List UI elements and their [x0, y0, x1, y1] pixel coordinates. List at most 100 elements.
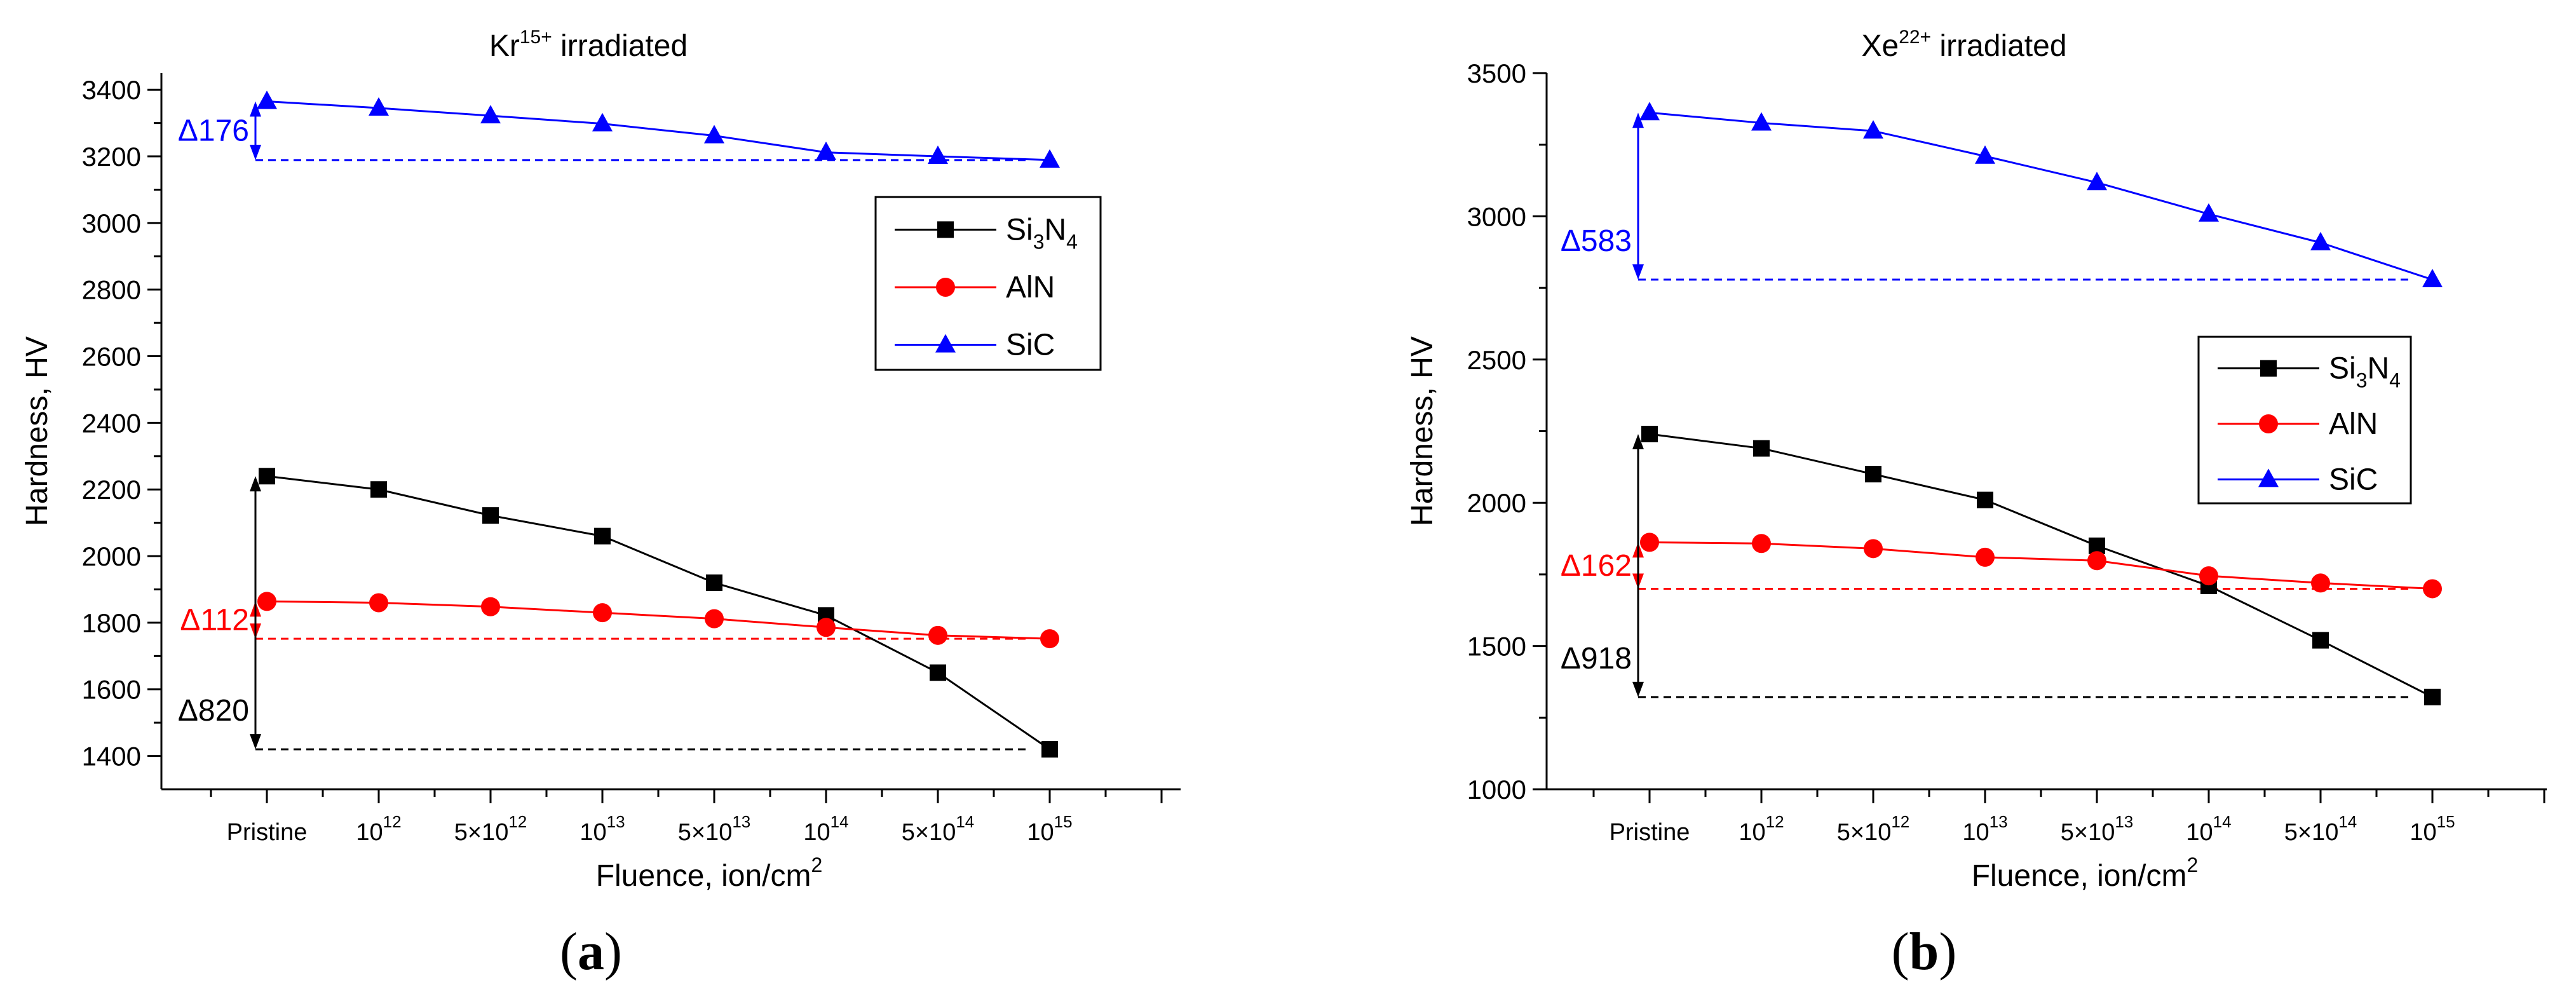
panel-b-data-point-AlN [1864, 539, 1883, 559]
panel-b-x-tick-label: 1013 [1962, 812, 2007, 846]
panel-b-data-point-AlN [2423, 579, 2442, 599]
panel-b-annotation-arrowhead-up-SiC [1632, 112, 1644, 128]
panel-b-legend-label-SiC: SiC [2329, 463, 2378, 496]
panel-b-annotation-label-SiC: Δ583 [1561, 224, 1632, 258]
panel-a-data-point-SiC [480, 105, 501, 124]
panel-a-data-point-Si3N4 [930, 664, 946, 681]
panel-a-annotation-arrowhead-down-Si3N4 [250, 734, 261, 750]
panel-a-y-tick-label: 3200 [82, 142, 141, 172]
panel-b-data-point-SiC [2310, 231, 2331, 250]
panel-a-legend-marker-SiC [935, 334, 956, 353]
panel-b-y-tick-label: 1000 [1467, 775, 1526, 805]
panel-a-annotation-arrowhead-up-SiC [250, 101, 261, 117]
panel-a-data-point-SiC [816, 141, 836, 160]
panel-label-b: (b) [1892, 922, 1957, 981]
panel-b-annotation-label-AlN: Δ162 [1561, 549, 1632, 583]
panel-a-annotation-label-AlN: Δ112 [180, 604, 249, 637]
panel-b-legend-marker-SiC [2258, 468, 2279, 487]
panel-b-annotation-arrowhead-down-SiC [1632, 264, 1644, 280]
panel-b-series-line-SiC [1649, 111, 2433, 281]
panel-b-x-axis-label: Fluence, ion/cm2 [1972, 853, 2199, 893]
panel-label-a: (a) [560, 922, 622, 981]
panel-a-y-tick-label: 1400 [82, 742, 141, 771]
panel-a-data-point-Si3N4 [594, 527, 611, 545]
panel-a-data-point-SiC [1040, 149, 1060, 168]
panel-a-data-point-AlN [1040, 629, 1059, 649]
panel-a-data-point-SiC [592, 112, 613, 132]
panel-b-y-tick-label: 3500 [1467, 58, 1526, 88]
panel-a-data-point-Si3N4 [706, 574, 722, 592]
panel-b-data-point-SiC [2199, 203, 2219, 222]
panel-b-series-line-Si3N4 [1649, 433, 2433, 698]
panel-label-a-letter: a [578, 922, 604, 981]
panel-a-x-tick-label: 1015 [1027, 812, 1072, 846]
panel-a-data-point-Si3N4 [1041, 741, 1058, 758]
panel-b-legend-marker-Si3N4 [2260, 360, 2277, 377]
panel-a-annotation-arrowhead-up-Si3N4 [250, 476, 261, 492]
panel-a-legend-box [874, 196, 1102, 371]
chart-panel-b: 1000 1500 2000 2500 3000 3500 Pristine 1012 5×10… [1406, 27, 2547, 893]
panel-b-series-line-AlN [1649, 541, 2433, 590]
panel-b-annotation-arrowhead-up-Si3N4 [1632, 434, 1644, 450]
panel-a-x-tick-label: 1012 [356, 812, 401, 846]
panel-a-legend-marker-Si3N4 [937, 221, 954, 238]
panel-a-data-point-SiC [928, 146, 948, 165]
panel-b-legend-box [2197, 336, 2412, 505]
panel-a-x-tick-label: 5×1013 [678, 812, 751, 846]
panel-a-x-axis-label: Fluence, ion/cm2 [596, 853, 823, 893]
panel-a-data-point-SiC [704, 125, 724, 144]
panel-b-data-point-AlN [1976, 547, 1995, 567]
panel-a-y-tick-label: 3000 [82, 208, 141, 238]
panel-b-y-tick-label: 2000 [1467, 488, 1526, 518]
panel-a-data-point-AlN [257, 592, 276, 611]
panel-b-annotation-arrowhead-down-Si3N4 [1632, 681, 1644, 697]
panel-b-y-tick-label: 1500 [1467, 632, 1526, 662]
panel-b-legend-marker-AlN [2259, 414, 2278, 433]
panel-a-annotation-label-Si3N4: Δ820 [178, 694, 249, 728]
panel-a-y-tick-label: 2200 [82, 475, 141, 505]
panel-a-y-tick-label: 1800 [82, 608, 141, 638]
panel-a-x-tick-label: 1014 [803, 812, 848, 846]
panel-b-data-point-AlN [2087, 551, 2106, 571]
panel-b-x-tick-label: 5×1012 [1837, 812, 1910, 846]
panel-b-data-point-SiC [1639, 102, 1660, 121]
panel-b-annotation-label-Si3N4: Δ918 [1561, 642, 1632, 676]
panel-a-annotation-label-SiC: Δ176 [178, 114, 249, 148]
panel-a-data-point-AlN [481, 597, 500, 616]
panel-b-data-point-SiC [1975, 145, 1995, 164]
panel-a-x-tick-label: Pristine [227, 819, 308, 846]
panel-b-x-tick-label: Pristine [1610, 819, 1690, 846]
panel-b-y-tick-label: 3000 [1467, 201, 1526, 231]
panel-label-b-close: ) [1939, 922, 1956, 981]
panel-a-x-tick-label: 1013 [580, 812, 625, 846]
panel-b-chart-title: Xe22+ irradiated [1861, 27, 2066, 63]
chart-panel-a: 1400 1600 1800 2000 2200 2400 2600 2800 3000 3200… [20, 27, 1181, 893]
panel-a-data-point-AlN [928, 625, 947, 645]
panel-a-series-line-SiC [266, 100, 1050, 161]
panel-label-a-open: ( [560, 922, 578, 981]
panel-a-legend-label-Si3N4: Si3N4 [1006, 213, 1078, 253]
panel-a-annotation-arrowhead-down-SiC [250, 144, 261, 160]
panel-a-chart-title: Kr15+ irradiated [489, 27, 688, 63]
panel-label-a-close: ) [604, 922, 622, 981]
panel-b-legend-label-Si3N4: Si3N4 [2329, 352, 2401, 392]
panel-a-series-line-Si3N4 [266, 475, 1050, 751]
panel-label-b-open: ( [1892, 922, 1909, 981]
panel-a-y-tick-label: 1600 [82, 675, 141, 705]
panel-a-y-tick-label: 2800 [82, 275, 141, 305]
panel-b-data-point-SiC [2422, 269, 2443, 288]
panel-a-data-point-Si3N4 [259, 468, 275, 485]
panel-b-x-tick-label: 1014 [2186, 812, 2231, 846]
panel-b-data-point-Si3N4 [2424, 688, 2441, 705]
panel-a-y-axis-label: Hardness, HV [20, 336, 54, 526]
panel-b-data-point-SiC [2087, 172, 2107, 191]
panel-a-legend-marker-AlN [936, 278, 955, 297]
panel-b-y-axis-label: Hardness, HV [1406, 336, 1439, 526]
panel-b-data-point-Si3N4 [1865, 466, 1881, 483]
panel-a-data-point-SiC [369, 97, 389, 116]
panel-a-x-tick-label: 5×1014 [902, 812, 975, 846]
panel-b-data-point-Si3N4 [2312, 632, 2329, 649]
panel-b-data-point-Si3N4 [1977, 491, 1993, 508]
panel-a-y-tick-label: 3400 [82, 75, 141, 105]
